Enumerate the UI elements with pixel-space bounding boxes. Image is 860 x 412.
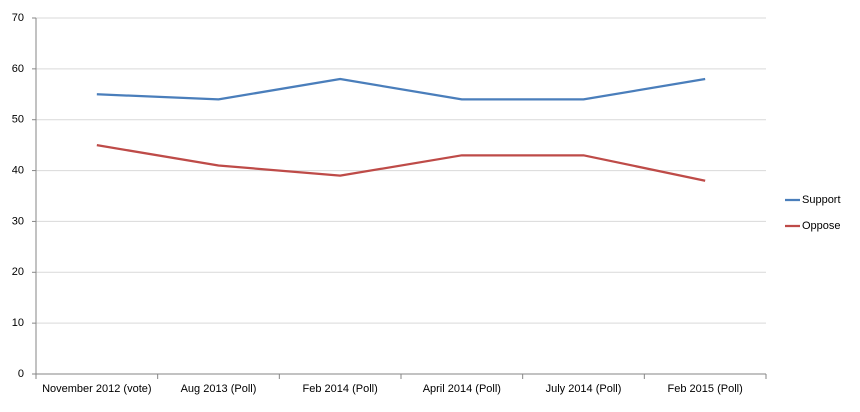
y-tick-label: 30: [12, 215, 24, 227]
y-tick-label: 70: [12, 12, 24, 24]
series-line: [96, 77, 706, 101]
x-tick-label: Feb 2015 (Poll): [667, 383, 743, 395]
y-tick-label: 20: [12, 266, 24, 278]
legend-label: Support: [802, 194, 841, 206]
x-tick-label: Aug 2013 (Poll): [180, 383, 257, 395]
x-tick-label: Feb 2014 (Poll): [302, 383, 378, 395]
y-tick-label: 60: [12, 63, 24, 75]
legend-label: Oppose: [802, 220, 841, 232]
y-tick-label: 50: [12, 114, 24, 126]
y-tick-label: 10: [12, 317, 24, 329]
series-line: [96, 144, 706, 182]
x-tick-label: November 2012 (vote): [42, 383, 152, 395]
x-tick-label: April 2014 (Poll): [422, 383, 501, 395]
y-tick-label: 40: [12, 164, 24, 176]
y-tick-label: 0: [18, 368, 24, 380]
x-tick-label: July 2014 (Poll): [545, 383, 622, 395]
